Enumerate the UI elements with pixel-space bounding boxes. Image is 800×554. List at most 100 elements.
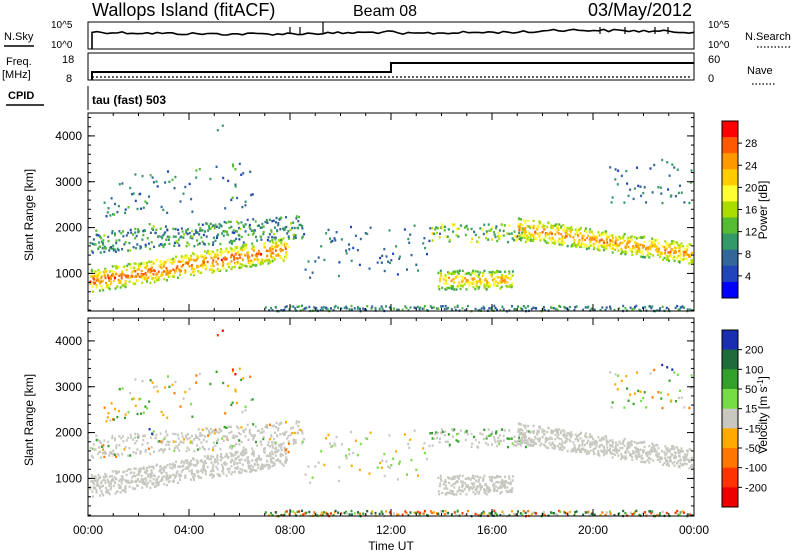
range-gate-cell: [329, 512, 332, 515]
range-gate-cell: [90, 275, 93, 278]
range-gate-cell: [660, 397, 663, 400]
range-gate-cell: [267, 441, 270, 444]
range-gate-cell: [345, 510, 348, 514]
range-gate-cell: [626, 241, 629, 244]
range-gate-cell: [483, 284, 486, 287]
range-gate-cell: [194, 229, 197, 232]
range-gate-cell: [546, 437, 549, 440]
range-gate-cell: [451, 428, 454, 431]
range-gate-cell: [107, 491, 110, 494]
range-gate-cell: [594, 242, 597, 245]
range-gate-cell: [118, 239, 121, 242]
range-gate-cell: [231, 266, 234, 269]
range-gate-cell: [469, 478, 472, 481]
range-gate-cell: [159, 243, 162, 246]
range-gate-cell: [488, 434, 491, 437]
range-gate-cell: [186, 254, 189, 257]
range-gate-cell: [366, 437, 369, 441]
range-gate-cell: [184, 476, 187, 479]
range-gate-cell: [216, 254, 219, 257]
range-gate-cell: [144, 450, 147, 453]
range-gate-cell: [648, 251, 651, 255]
colorbar-segment: [722, 137, 738, 154]
range-gate-cell: [277, 428, 280, 432]
range-gate-cell: [267, 259, 270, 262]
range-gate-cell: [286, 437, 289, 440]
range-gate-cell: [452, 224, 455, 227]
range-gate-cell: [199, 264, 202, 267]
range-gate-cell: [480, 307, 483, 310]
range-gate-cell: [264, 425, 267, 429]
range-gate-cell: [475, 485, 478, 488]
range-gate-cell: [233, 258, 236, 261]
range-gate-cell: [262, 232, 265, 236]
range-gate-cell: [178, 449, 181, 452]
range-gate-cell: [248, 428, 251, 432]
range-gate-cell: [274, 443, 277, 446]
range-gate-cell: [162, 265, 165, 268]
range-gate-cell: [218, 431, 221, 434]
range-gate-cell: [634, 510, 636, 514]
range-gate-cell: [606, 241, 609, 244]
range-gate-cell: [663, 246, 666, 249]
range-gate-cell: [549, 436, 552, 439]
range-gate-cell: [234, 453, 237, 456]
range-gate-cell: [266, 459, 269, 463]
range-gate-cell: [440, 428, 443, 431]
range-gate-cell: [588, 436, 591, 439]
range-gate-cell: [478, 286, 481, 289]
range-gate-cell: [628, 240, 631, 243]
range-gate-cell: [630, 440, 633, 443]
range-gate-cell: [686, 308, 689, 311]
range-gate-cell: [175, 240, 178, 243]
range-gate-cell: [593, 451, 596, 454]
range-gate-cell: [685, 462, 688, 466]
range-gate-cell: [201, 223, 204, 226]
range-gate-cell: [326, 308, 329, 311]
range-gate-cell: [323, 258, 326, 262]
range-gate-cell: [284, 247, 287, 251]
range-gate-cell: [657, 242, 660, 245]
range-gate-cell: [100, 284, 103, 288]
range-gate-cell: [622, 236, 625, 239]
range-gate-cell: [244, 223, 247, 226]
range-gate-cell: [260, 443, 263, 446]
range-gate-cell: [196, 258, 199, 261]
range-gate-cell: [413, 224, 416, 227]
range-gate-cell: [240, 426, 243, 429]
range-gate-cell: [166, 484, 168, 487]
range-gate-cell: [535, 307, 538, 310]
range-gate-cell: [590, 512, 593, 515]
range-gate-cell: [98, 280, 101, 284]
range-gate-cell: [574, 433, 577, 436]
range-gate-cell: [134, 270, 137, 273]
range-gate-cell: [163, 260, 166, 263]
range-gate-cell: [638, 513, 641, 517]
range-gate-cell: [665, 247, 668, 250]
range-gate-cell: [638, 455, 641, 458]
range-gate-cell: [489, 434, 492, 437]
range-gate-cell: [192, 270, 195, 274]
range-gate-cell: [441, 305, 444, 308]
range-gate-cell: [173, 260, 176, 264]
range-gate-cell: [298, 510, 301, 513]
range-gate-cell: [679, 459, 682, 462]
range-gate-cell: [148, 195, 151, 198]
range-gate-cell: [216, 234, 219, 238]
range-gate-cell: [527, 510, 530, 513]
range-gate-cell: [442, 278, 445, 281]
range-gate-cell: [246, 218, 249, 222]
range-gate-cell: [95, 229, 98, 232]
range-gate-cell: [511, 510, 513, 513]
range-gate-cell: [564, 511, 567, 515]
range-gate-cell: [424, 246, 427, 250]
range-gate-cell: [461, 275, 464, 279]
range-gate-cell: [277, 443, 280, 447]
range-gate-cell: [271, 241, 274, 244]
range-gate-cell: [208, 431, 211, 435]
range-gate-cell: [472, 285, 475, 289]
range-gate-cell: [150, 266, 153, 269]
range-gate-cell: [309, 481, 312, 484]
range-gate-cell: [502, 229, 505, 233]
range-gate-cell: [233, 463, 236, 466]
